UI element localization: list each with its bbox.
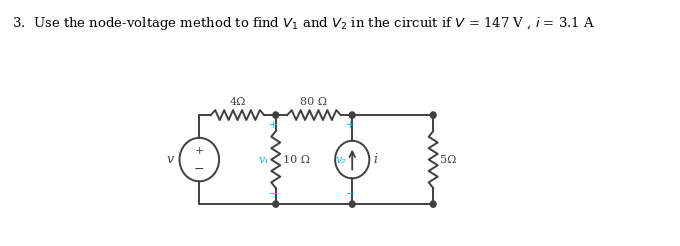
Text: 3.  Use the node-voltage method to find $V_1$ and $V_2$ in the circuit if $V$ = : 3. Use the node-voltage method to find $… [12,15,596,32]
Text: −: − [345,189,355,199]
Text: 80 Ω: 80 Ω [301,97,328,107]
Circle shape [273,201,279,207]
Text: 4Ω: 4Ω [229,97,245,107]
Circle shape [430,112,436,118]
Text: −: − [194,163,205,176]
Text: i: i [373,153,377,166]
Text: v: v [167,153,174,166]
Circle shape [350,112,355,118]
Circle shape [430,201,436,207]
Text: +: + [194,146,204,156]
Text: −: − [269,189,279,199]
Text: 10 Ω: 10 Ω [283,154,310,165]
Text: v₂: v₂ [335,154,346,165]
Text: v₁: v₁ [258,154,269,165]
Text: +: + [345,120,355,130]
Circle shape [350,201,355,207]
Text: 5Ω: 5Ω [441,154,457,165]
Circle shape [273,112,279,118]
Text: +: + [269,120,279,130]
